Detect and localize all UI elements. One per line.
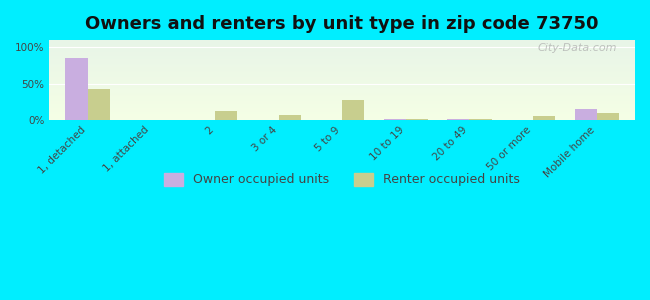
Legend: Owner occupied units, Renter occupied units: Owner occupied units, Renter occupied un… <box>159 168 525 191</box>
Bar <box>215 111 237 120</box>
Bar <box>575 109 597 120</box>
Bar <box>406 119 428 120</box>
Bar <box>447 119 469 120</box>
Bar <box>278 115 301 120</box>
Title: Owners and renters by unit type in zip code 73750: Owners and renters by unit type in zip c… <box>85 15 599 33</box>
Bar <box>88 89 110 120</box>
Bar <box>65 58 88 120</box>
Bar <box>533 116 556 120</box>
Bar <box>597 113 619 120</box>
Text: City-Data.com: City-Data.com <box>538 43 617 52</box>
Bar <box>384 119 406 120</box>
Bar <box>469 119 492 120</box>
Bar <box>342 100 365 120</box>
